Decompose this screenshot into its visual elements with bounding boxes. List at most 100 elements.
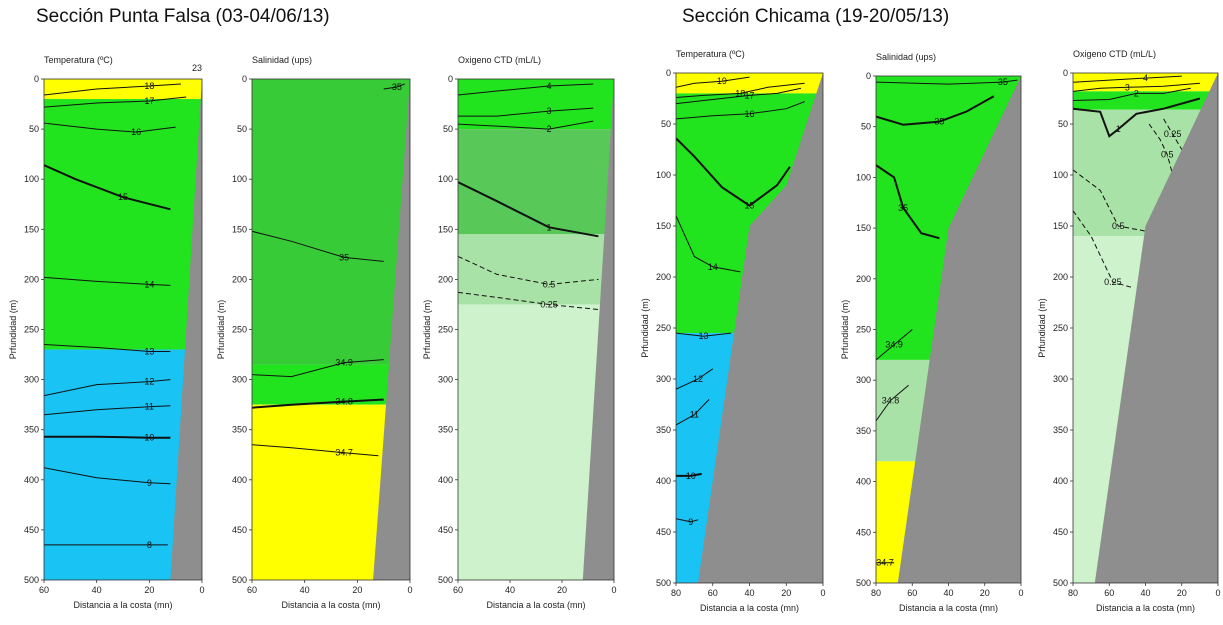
contour-label: 0.25 bbox=[1164, 129, 1182, 139]
panel-1: 35 35 34.9 34.8 34.7 Salinidad (ups) 0 50 100 150… bbox=[216, 55, 413, 610]
contour-label: 14 bbox=[144, 279, 154, 289]
y-tick-label: 400 bbox=[24, 475, 39, 485]
y-tick-label: 0 bbox=[866, 71, 871, 81]
contour-label: 35 bbox=[898, 203, 908, 213]
y-tick-label: 400 bbox=[438, 475, 453, 485]
x-tick-label: 0 bbox=[199, 585, 204, 595]
y-axis-label: Prfundidad (m) bbox=[640, 298, 650, 358]
x-tick-label: 60 bbox=[1104, 588, 1114, 598]
contour-label: 34.8 bbox=[335, 397, 353, 407]
land-mask bbox=[373, 79, 410, 580]
y-tick-label: 150 bbox=[1053, 221, 1068, 231]
y-tick-label: 200 bbox=[656, 272, 671, 282]
contour-line bbox=[1073, 87, 1191, 101]
y-tick-label: 200 bbox=[24, 274, 39, 284]
y-tick-label: 450 bbox=[856, 527, 871, 537]
y-axis-label: Prfundidad (m) bbox=[216, 300, 226, 360]
panel-4: 35 35 35 34.9 34.8 34.7 Salinidad (ups) 0 50 100 1… bbox=[840, 52, 1024, 613]
y-tick-label: 200 bbox=[438, 274, 453, 284]
contour-line bbox=[676, 82, 805, 98]
contour-line bbox=[44, 344, 171, 352]
section-title-punta-falsa: Sección Punta Falsa (03-04/06/13) bbox=[36, 6, 330, 27]
y-tick-label: 0 bbox=[1063, 68, 1068, 78]
contour-label: 4 bbox=[1143, 73, 1148, 83]
y-tick-label: 500 bbox=[856, 578, 871, 588]
y-tick-label: 0 bbox=[448, 74, 453, 84]
y-tick-label: 0 bbox=[666, 68, 671, 78]
x-tick-label: 80 bbox=[871, 588, 881, 598]
y-tick-label: 200 bbox=[856, 274, 871, 284]
y-tick-label: 150 bbox=[656, 221, 671, 231]
contour-line bbox=[458, 120, 594, 130]
contour-line bbox=[676, 399, 710, 426]
contour-line bbox=[1148, 123, 1174, 176]
y-tick-label: 100 bbox=[24, 174, 39, 184]
y-tick-label: 150 bbox=[438, 224, 453, 234]
contour-label: 4 bbox=[546, 81, 551, 91]
y-tick-label: 450 bbox=[24, 525, 39, 535]
land-mask bbox=[698, 73, 823, 583]
contour-label: 0.5 bbox=[1161, 150, 1174, 160]
contour-line bbox=[676, 472, 702, 477]
x-tick-label: 0 bbox=[820, 588, 825, 598]
contour-label: 18 bbox=[144, 81, 154, 91]
y-tick-label: 400 bbox=[232, 475, 247, 485]
contour-label: 18 bbox=[735, 88, 745, 98]
contour-line bbox=[458, 83, 594, 96]
contour-label: 35 bbox=[998, 77, 1008, 87]
y-tick-label: 350 bbox=[24, 425, 39, 435]
x-tick-label: 60 bbox=[708, 588, 718, 598]
contour-label: 35 bbox=[339, 252, 349, 262]
contour-line bbox=[1073, 82, 1200, 92]
contour-line bbox=[44, 164, 171, 211]
y-axis-label: Prfundidad (m) bbox=[840, 300, 850, 360]
x-tick-label: 40 bbox=[505, 585, 515, 595]
y-tick-label: 150 bbox=[24, 224, 39, 234]
contour-line bbox=[876, 329, 913, 361]
contour-label: 34.9 bbox=[335, 358, 353, 368]
y-tick-label: 450 bbox=[1053, 527, 1068, 537]
y-tick-label: 50 bbox=[443, 124, 453, 134]
contour-line bbox=[1073, 75, 1182, 83]
y-tick-label: 500 bbox=[24, 575, 39, 585]
y-tick-label: 50 bbox=[861, 122, 871, 132]
land-mask bbox=[170, 79, 202, 580]
x-tick-label: 40 bbox=[744, 588, 754, 598]
contour-label: 12 bbox=[144, 377, 154, 387]
y-tick-label: 200 bbox=[1053, 272, 1068, 282]
contour-line bbox=[44, 83, 181, 96]
x-tick-label: 0 bbox=[611, 585, 616, 595]
x-tick-label: 20 bbox=[980, 588, 990, 598]
contour-line bbox=[676, 518, 699, 523]
contour-label: 13 bbox=[699, 331, 709, 341]
x-axis-label: Distancia a la costa (mn) bbox=[486, 600, 585, 610]
y-tick-label: 50 bbox=[1058, 119, 1068, 129]
panel-title: Salinidad (ups) bbox=[876, 52, 936, 62]
panel-0: 18 17 16 15 14 13 12 11 10 9 8 Temperatura (ºC) 23 0 5… bbox=[8, 55, 205, 610]
contour-line bbox=[876, 384, 909, 422]
contour-line bbox=[44, 276, 171, 286]
y-tick-label: 50 bbox=[29, 124, 39, 134]
section-title-chicama: Sección Chicama (19-20/05/13) bbox=[682, 6, 950, 27]
y-tick-label: 200 bbox=[232, 274, 247, 284]
fill-band bbox=[676, 73, 823, 94]
y-tick-label: 400 bbox=[656, 476, 671, 486]
y-tick-label: 100 bbox=[1053, 170, 1068, 180]
panel-plot-4: 35 35 35 34.9 34.8 34.7 bbox=[876, 76, 1021, 583]
panel-title: Temperatura (ºC) bbox=[676, 49, 745, 59]
x-tick-label: 80 bbox=[671, 588, 681, 598]
panel-plot-5: 4 32 1 0.5 0.25 0.5 0.25 bbox=[1073, 73, 1218, 583]
contour-line bbox=[252, 398, 384, 409]
panel-plot-2: 4 3 2 1 0.5 0.25 bbox=[458, 79, 614, 580]
contour-label: 34.7 bbox=[335, 448, 353, 458]
panel-plot-1: 35 35 34.9 34.8 34.7 bbox=[252, 79, 410, 580]
panel-3: 19 18 17 16 15 14 13 12 11 10 9 Temperatura (ºC) 0 50… bbox=[640, 49, 826, 613]
y-tick-label: 500 bbox=[232, 575, 247, 585]
x-axis-label: Distancia a la costa (mn) bbox=[899, 603, 998, 613]
y-tick-label: 100 bbox=[232, 174, 247, 184]
contour-line bbox=[458, 181, 599, 238]
contour-line bbox=[876, 164, 940, 240]
x-tick-label: 60 bbox=[453, 585, 463, 595]
contour-label: 15 bbox=[744, 201, 754, 211]
contour-label: 1 bbox=[546, 222, 551, 232]
